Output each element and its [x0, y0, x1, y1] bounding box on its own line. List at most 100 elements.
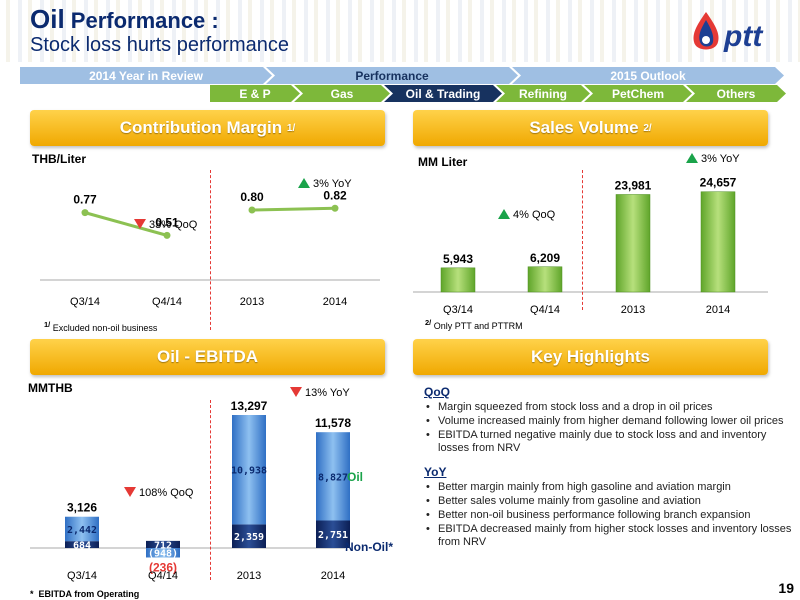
down-arrow-icon [134, 219, 146, 229]
nav-label: Oil & Trading [405, 86, 481, 101]
x-tick-label: Q4/14 [152, 296, 182, 308]
page-title: Oil Performance : [30, 4, 219, 35]
title-strong: Oil [30, 4, 65, 34]
footnote-mark: 2/ [425, 318, 432, 327]
list-item: Better margin mainly from high gasoline … [424, 481, 794, 494]
oil-ebitda-heading: Oil - EBITDA [30, 339, 385, 375]
qoq-label: QoQ [424, 385, 450, 399]
qoq-text: 33% QoQ [149, 219, 198, 231]
down-arrow-icon [124, 487, 136, 497]
page-number: 19 [778, 580, 794, 596]
x-tick-label: Q4/14 [148, 570, 178, 582]
footnote-text: EBITDA from Operating [38, 589, 140, 599]
nav-gas[interactable]: Gas [294, 85, 390, 102]
bar-oil [316, 432, 350, 521]
ebitda-yoy: 13% YoY [290, 387, 350, 399]
sales-volume-chart: 5,943 Q3/14 6,209 Q4/14 23,981 2013 24,657 2014 [413, 176, 768, 315]
nav-label: Others [716, 86, 756, 101]
x-tick-label: 2014 [706, 304, 730, 315]
nav-outlook[interactable]: 2015 Outlook [512, 67, 784, 84]
heading-note: 1/ [286, 122, 296, 134]
nav-label: Refining [519, 86, 567, 101]
key-highlights-panel: QoQ Margin squeezed from stock loss and … [424, 383, 794, 550]
footnote-mark: 1/ [44, 320, 51, 329]
yoy-label: YoY [424, 465, 447, 479]
up-arrow-icon [686, 153, 698, 163]
logo-text: ptt [723, 20, 764, 53]
down-arrow-icon [290, 387, 302, 397]
oil-ebitda-chart: 684 2,442 3,126 Q3/14 712(948)(236)Q4/14 2,35… [30, 399, 351, 582]
segment-label: 10,938 [231, 466, 267, 477]
up-arrow-icon [498, 209, 510, 219]
bar-non-oil [316, 520, 350, 548]
nav-label: E & P [239, 86, 271, 101]
up-arrow-icon [298, 178, 310, 188]
sales-qoq: 4% QoQ [498, 209, 555, 221]
yoy-text: 3% YoY [701, 153, 740, 165]
nav-oil-trading[interactable]: Oil & Trading [384, 85, 502, 102]
list-item: EBITDA turned negative mainly due to sto… [424, 429, 794, 455]
title-rest: Performance : [64, 8, 219, 33]
data-label: 23,981 [615, 178, 652, 192]
contribution-footnote: 1/ Excluded non-oil business [44, 320, 157, 333]
ebitda-footnote: * EBITDA from Operating [30, 589, 139, 599]
bar-non-oil [146, 540, 180, 548]
total-label: 13,297 [231, 399, 268, 413]
data-label: 0.80 [240, 190, 264, 204]
list-item: Volume increased mainly from higher dema… [424, 415, 794, 428]
yoy-text: 13% YoY [305, 387, 350, 399]
bar-oil [232, 415, 266, 525]
data-label: 0.82 [323, 188, 347, 202]
nav-label: 2015 Outlook [610, 68, 686, 83]
footnote-text: Excluded non-oil business [52, 323, 158, 333]
qoq-text: 108% QoQ [139, 487, 194, 499]
bar [527, 266, 563, 293]
total-label: 11,578 [315, 416, 351, 430]
series-line [84, 211, 168, 237]
yoy-list: Better margin mainly from high gasoline … [424, 481, 794, 549]
yoy-text: 3% YoY [313, 178, 352, 190]
nav-others[interactable]: Others [686, 85, 786, 102]
list-item: EBITDA decreased mainly from higher stoc… [424, 523, 794, 549]
list-item: Margin squeezed from stock loss and a dr… [424, 401, 794, 414]
data-label: 24,657 [700, 176, 737, 190]
nav-label: Gas [330, 86, 354, 101]
nav-petchem[interactable]: PetChem [584, 85, 692, 102]
data-point [248, 206, 256, 214]
x-tick-label: Q4/14 [530, 304, 560, 315]
data-label: 0.51 [155, 215, 179, 229]
x-tick-label: Q3/14 [67, 570, 97, 582]
x-tick-label: Q3/14 [443, 304, 473, 315]
nav-performance[interactable]: Performance [266, 67, 518, 84]
heading-text: Key Highlights [530, 347, 650, 366]
nav-year-in-review[interactable]: 2014 Year in Review [20, 67, 272, 84]
nav-refining[interactable]: Refining [496, 85, 590, 102]
bar-non-oil [65, 541, 99, 548]
contribution-yoy: 3% YoY [298, 178, 352, 190]
data-point [163, 231, 171, 239]
data-label: 6,209 [530, 251, 560, 265]
nav-label: Performance [355, 68, 429, 83]
bar [440, 267, 476, 293]
bar-oil [65, 516, 99, 542]
sales-unit: MM Liter [418, 155, 468, 169]
footnote-text: Only PTT and PTTRM [433, 321, 523, 331]
x-tick-label: 2013 [621, 304, 645, 315]
divider-line [210, 400, 211, 580]
list-item: Better sales volume mainly from gasoline… [424, 495, 794, 508]
sales-yoy: 3% YoY [686, 153, 740, 165]
nav-label: PetChem [611, 86, 664, 101]
contribution-unit: THB/Liter [32, 152, 86, 166]
bar-non-oil [232, 524, 266, 548]
sales-footnote: 2/ Only PTT and PTTRM [425, 318, 523, 331]
legend-oil: Oil [347, 470, 364, 484]
bar [615, 194, 651, 293]
heading-text: Oil - EBITDA [156, 347, 259, 366]
segment-label: 2,442 [67, 525, 97, 536]
bar-oil [146, 548, 180, 558]
contribution-qoq: 33% QoQ [134, 219, 197, 231]
x-tick-label: 2013 [237, 570, 261, 582]
nav-ep[interactable]: E & P [210, 85, 300, 102]
x-tick-label: Q3/14 [70, 296, 100, 308]
series-line [251, 206, 336, 212]
